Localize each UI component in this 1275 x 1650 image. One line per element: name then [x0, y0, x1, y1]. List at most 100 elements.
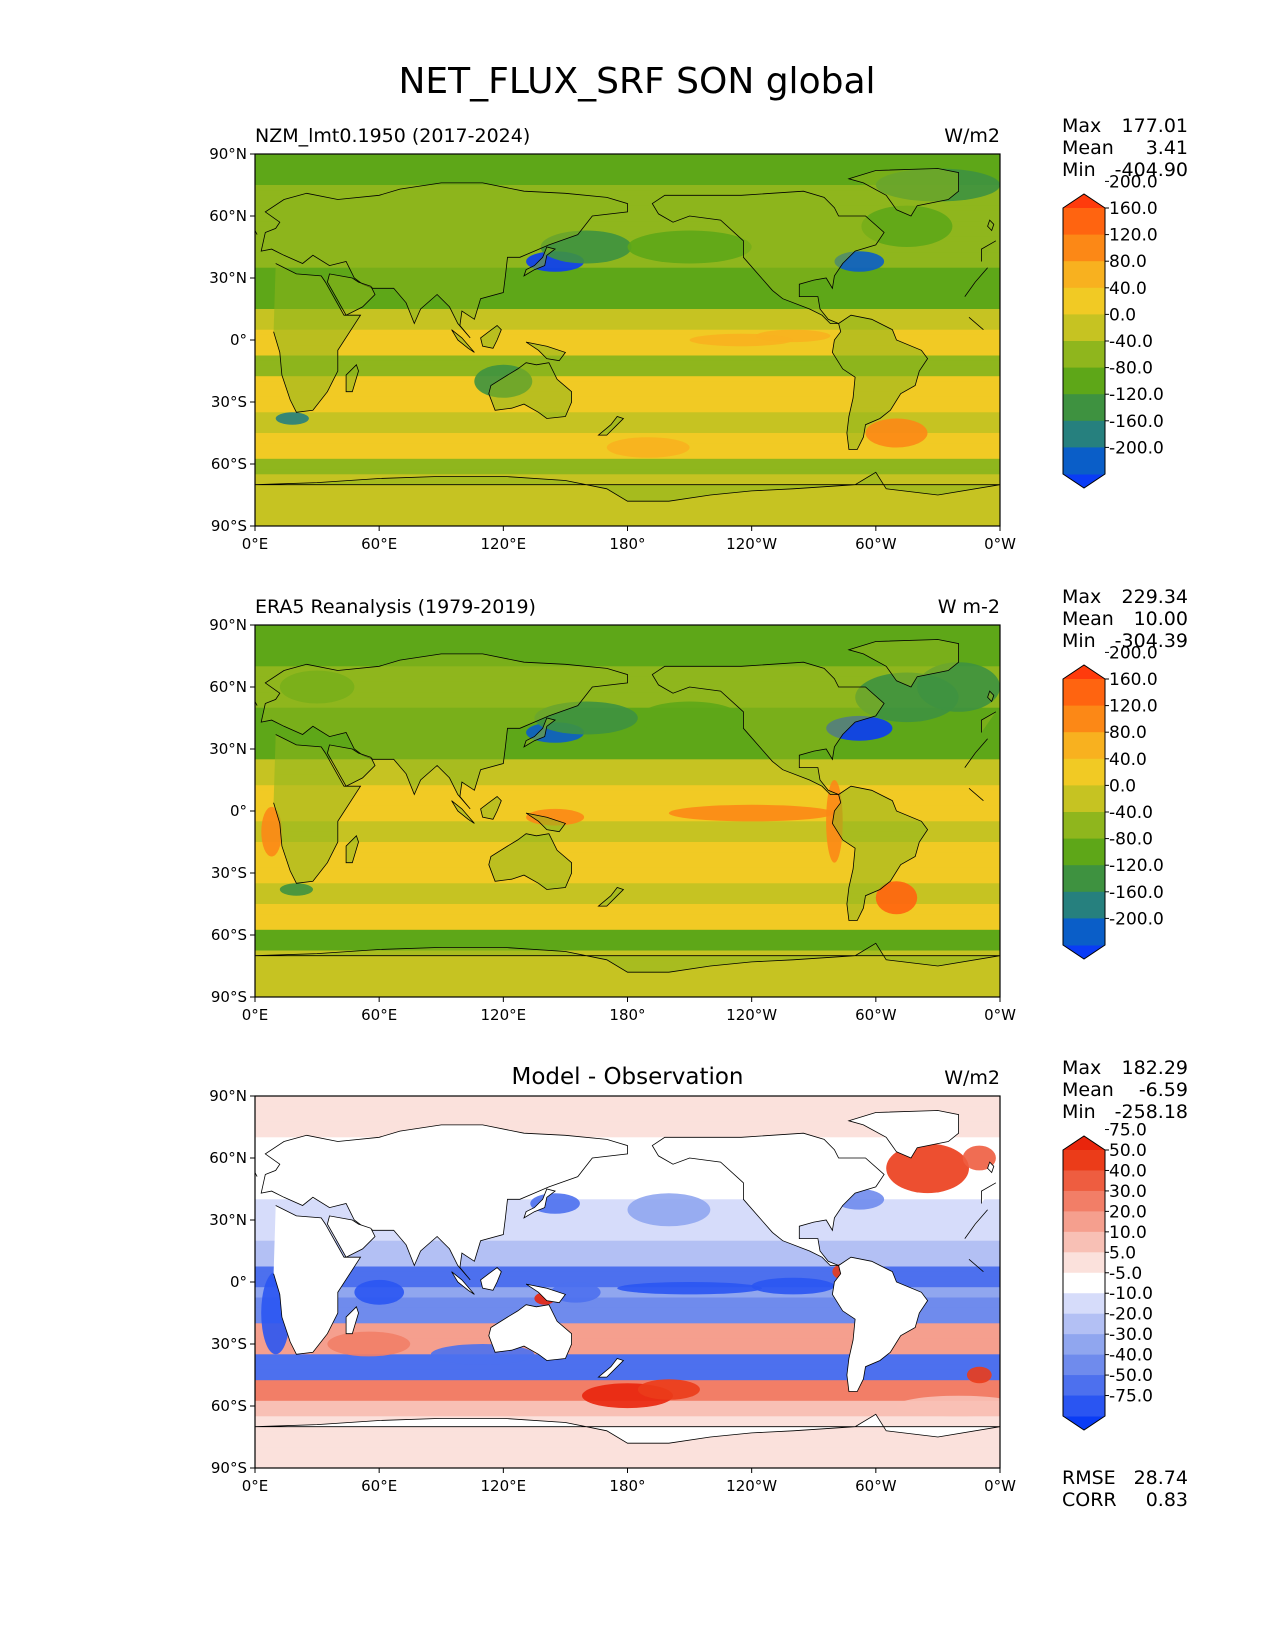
- field-band: [255, 769, 1000, 776]
- field-anomaly: [279, 883, 313, 896]
- field-band: [255, 303, 1000, 310]
- y-tick-label: 60°S: [211, 926, 247, 944]
- field-band: [255, 640, 1000, 647]
- field-band: [255, 743, 1000, 750]
- x-tick-label: 60°W: [855, 1477, 897, 1495]
- coastline-madagascar: [345, 1306, 359, 1335]
- land-japan: [524, 718, 556, 747]
- field-band: [255, 1256, 1000, 1262]
- land-australia: [488, 1304, 572, 1361]
- field-band: [255, 221, 1000, 227]
- colorbar-label: -40.0: [1109, 332, 1153, 352]
- field-band: [255, 422, 1000, 429]
- colorbar-segment: [1063, 1231, 1105, 1253]
- coastline-samerica: [831, 785, 929, 921]
- field-band: [255, 1194, 1000, 1200]
- field-band: [255, 1442, 1000, 1448]
- colorbar-label: 200.0: [1109, 172, 1158, 192]
- field-band: [255, 216, 1000, 222]
- y-tick-label: 30°N: [209, 269, 247, 287]
- field-band: [255, 1333, 1000, 1340]
- land-antarctica: [255, 1414, 1000, 1444]
- field-band: [255, 391, 1000, 398]
- field-band: [255, 154, 1000, 160]
- field-band: [255, 1406, 1000, 1412]
- field-band: [255, 371, 1000, 377]
- field-band: [255, 262, 1000, 269]
- panel-reference: 0°E 60°E 120°E 180° 120°W 60°W 0°W 90°N 60°N 30°N…: [209, 586, 1188, 1024]
- y-tick-label: 60°N: [209, 1149, 247, 1167]
- colorbar-label: -200.0: [1109, 438, 1164, 458]
- x-tick-label: 120°W: [726, 1477, 777, 1495]
- x-tick-label: 180°: [609, 1477, 645, 1495]
- colorbar-label: -40.0: [1109, 803, 1153, 823]
- colorbar-outline: [1062, 1135, 1106, 1431]
- metric-value: 28.74: [1134, 1467, 1188, 1489]
- stat-value: 229.34: [1122, 586, 1188, 608]
- field-band: [255, 764, 1000, 771]
- coastline-greenland: [847, 1110, 959, 1159]
- field-band: [255, 474, 1000, 481]
- y-tick-label: 30°N: [209, 740, 247, 758]
- field-anomaly: [327, 1331, 411, 1357]
- field-band: [255, 1307, 1000, 1314]
- y-tick-label: 0°: [230, 1273, 247, 1291]
- colorbar-segment: [1063, 1313, 1105, 1335]
- coastline-ngui: [525, 812, 567, 833]
- x-tick-label: 60°E: [361, 1006, 397, 1024]
- land-sumatra: [451, 800, 475, 824]
- field-anomaly: [896, 1395, 1000, 1417]
- field-band: [255, 919, 1000, 926]
- stat-label: Mean: [1062, 608, 1114, 630]
- colorbar-segment: [1063, 812, 1105, 840]
- metric-value: 0.83: [1146, 1489, 1188, 1511]
- field-band: [255, 867, 1000, 874]
- field-band: [255, 1328, 1000, 1335]
- field-band: [255, 174, 1000, 181]
- field-band: [255, 324, 1000, 331]
- field-band: [255, 888, 1000, 895]
- field-band: [255, 469, 1000, 475]
- land-nz: [598, 1358, 624, 1378]
- field-band: [255, 692, 1000, 698]
- y-tick-label: 0°: [230, 331, 247, 349]
- field-anomaly: [637, 701, 742, 735]
- field-band: [255, 1189, 1000, 1195]
- field-band: [255, 1183, 1000, 1190]
- colorbar-segment: [1063, 287, 1105, 315]
- map-field: [255, 1096, 1000, 1468]
- field-anomaly: [861, 205, 953, 247]
- field-band: [255, 754, 1000, 760]
- colorbar-segment: [1063, 838, 1105, 866]
- coastline-namerica: [651, 661, 885, 795]
- field-band: [255, 831, 1000, 838]
- field-band: [255, 505, 1000, 512]
- land-namerica: [652, 1133, 885, 1266]
- field-band: [255, 226, 1000, 233]
- coastline-japan: [523, 1188, 557, 1219]
- field-band: [255, 1121, 1000, 1128]
- land-greenland: [848, 1110, 959, 1158]
- field-anomaly: [865, 418, 928, 448]
- field-band: [255, 1354, 1000, 1361]
- x-tick-label: 180°: [609, 1006, 645, 1024]
- field-band: [255, 991, 1000, 997]
- field-band: [255, 195, 1000, 202]
- field-band: [255, 1116, 1000, 1123]
- field-band: [255, 1261, 1000, 1268]
- coastline-antarctica: [255, 471, 1000, 502]
- field-band: [255, 1230, 1000, 1237]
- colorbar-label: -75.0: [1109, 1387, 1153, 1407]
- field-band: [255, 940, 1000, 946]
- field-band: [255, 1359, 1000, 1366]
- field-band: [255, 883, 1000, 890]
- field-band: [255, 873, 1000, 879]
- x-tick-label: 0°E: [242, 1006, 269, 1024]
- field-anomaly: [668, 804, 835, 822]
- coastline-eurasia: [260, 182, 997, 339]
- land-eurasia: [261, 1124, 996, 1280]
- stat-value: 182.29: [1122, 1057, 1188, 1079]
- land-madagascar: [346, 1306, 359, 1334]
- x-tick-label: 0°W: [984, 535, 1016, 553]
